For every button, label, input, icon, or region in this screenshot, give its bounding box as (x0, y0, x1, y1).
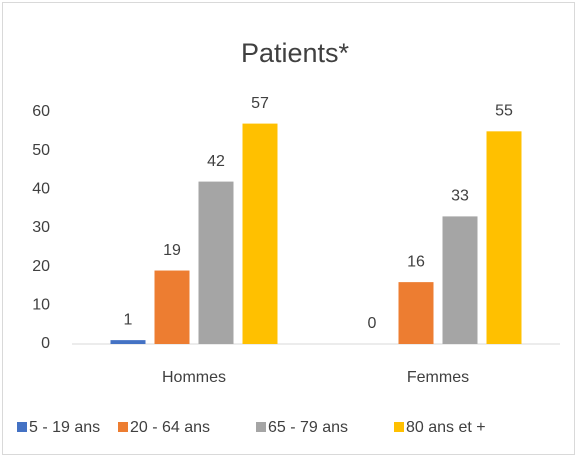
legend-label: 20 - 64 ans (130, 419, 210, 436)
data-label: 1 (124, 311, 133, 328)
data-label: 0 (368, 315, 377, 332)
data-label: 57 (251, 95, 269, 112)
bar (398, 282, 434, 344)
legend-label: 65 - 79 ans (268, 419, 348, 436)
y-tick-label: 20 (32, 258, 50, 275)
y-tick-label: 10 (32, 297, 50, 314)
bar (110, 340, 146, 344)
bar (486, 131, 522, 344)
bar (242, 123, 278, 344)
y-tick-label: 40 (32, 181, 50, 198)
y-tick-label: 0 (41, 335, 50, 352)
data-label: 33 (451, 188, 469, 205)
x-tick-label: Hommes (162, 369, 226, 386)
bar (442, 216, 478, 344)
chart-title: Patients* (241, 38, 350, 68)
data-label: 16 (407, 253, 425, 270)
y-tick-label: 60 (32, 103, 50, 120)
legend-swatch (17, 422, 27, 432)
data-label: 55 (495, 103, 513, 120)
legend-swatch (394, 422, 404, 432)
legend-label: 80 ans et + (406, 419, 486, 436)
legend-label: 5 - 19 ans (29, 419, 100, 436)
bar (198, 181, 234, 344)
chart-border (2, 2, 575, 455)
data-label: 19 (163, 242, 181, 259)
bar (154, 270, 190, 344)
y-tick-label: 50 (32, 142, 50, 159)
legend-swatch (256, 422, 266, 432)
x-tick-label: Femmes (407, 369, 469, 386)
legend-swatch (118, 422, 128, 432)
data-label: 42 (207, 153, 225, 170)
y-tick-label: 30 (32, 219, 50, 236)
